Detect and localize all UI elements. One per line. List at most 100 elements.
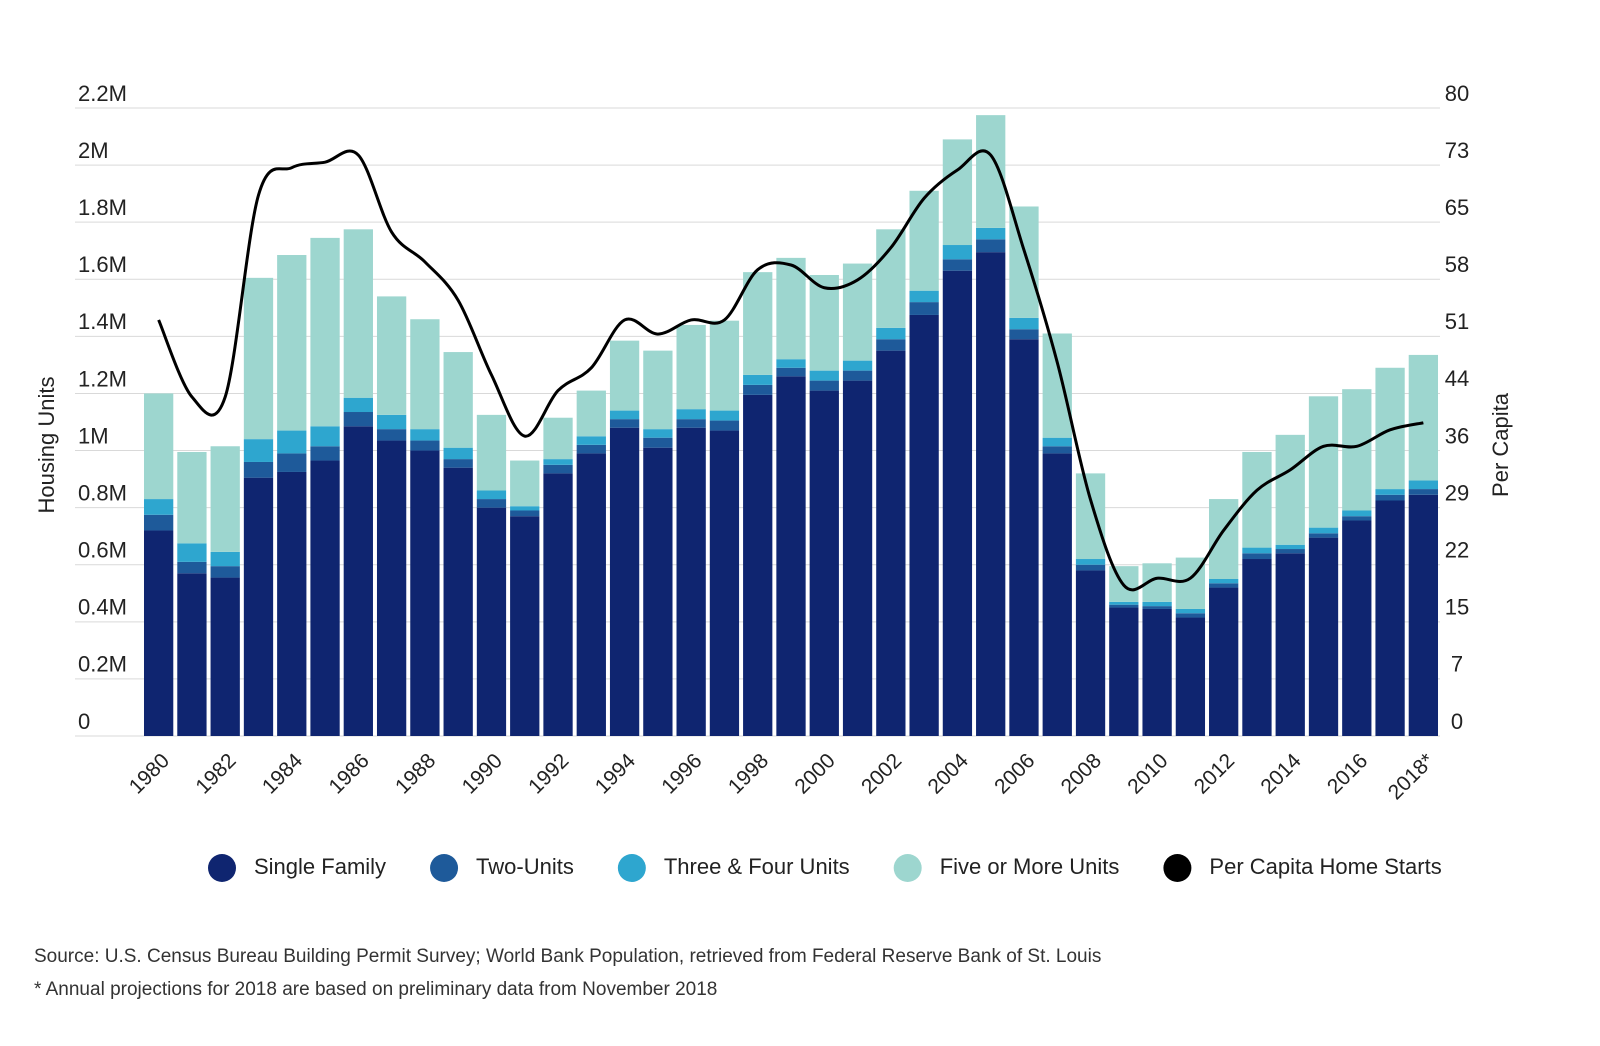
bar-segment (609, 427, 640, 736)
y2-tick-label: 15 (1445, 595, 1469, 620)
bar-segment (942, 139, 973, 246)
y-tick-label: 0.2M (78, 652, 127, 677)
bar-segment (1175, 617, 1206, 736)
bar-segment (143, 393, 174, 500)
footnote: * Annual projections for 2018 are based … (34, 979, 717, 1000)
bar-segment (210, 577, 240, 736)
bar-segment (243, 439, 274, 462)
bar-segment (410, 429, 440, 441)
bar-segment (443, 467, 473, 736)
bar-segment (1209, 583, 1239, 588)
bar-segment (1242, 553, 1272, 560)
bar-segment (1375, 489, 1405, 495)
bar-segment (676, 409, 706, 420)
bar-segment (443, 352, 473, 448)
legend-marker (617, 854, 646, 882)
legend-marker (208, 854, 236, 882)
bar-segment (842, 263, 873, 361)
bar-segment (676, 427, 706, 736)
bar-segment (643, 437, 673, 448)
bar-segment (143, 514, 174, 531)
y-tick-label: 1.2M (78, 366, 127, 391)
y2-tick-label: 36 (1445, 423, 1469, 448)
legend-label: Five or More Units (940, 854, 1120, 879)
bar-segment (1209, 499, 1239, 579)
bar-segment (1242, 547, 1272, 554)
bar-segment (1275, 544, 1305, 550)
bar-segment (143, 499, 174, 515)
bar-segment (576, 390, 606, 437)
legend-label: Two-Units (476, 854, 574, 879)
bar-segment (243, 461, 274, 478)
bar-segment (842, 360, 873, 371)
bar-segment (709, 420, 740, 431)
bar-segment (976, 227, 1006, 240)
bar-segment (743, 374, 773, 385)
y2-tick-label: 65 (1445, 195, 1469, 220)
bar-segment (343, 397, 373, 413)
bar-segment (709, 410, 740, 421)
legend-label: Per Capita Home Starts (1209, 854, 1441, 879)
source-note: Source: U.S. Census Bureau Building Perm… (34, 946, 1101, 967)
bar-segment (876, 327, 906, 340)
bar-segment (376, 296, 407, 415)
bar-segment (376, 429, 407, 441)
y-tick-label: 1M (78, 423, 109, 448)
bar-segment (1042, 446, 1072, 454)
bar-segment (476, 414, 507, 491)
bar-segment (1342, 510, 1372, 517)
bar-segment (1009, 329, 1039, 340)
bar-segment (609, 419, 640, 428)
bar-segment (277, 471, 307, 736)
bar-segment (876, 350, 906, 736)
bar-segment (909, 302, 939, 315)
bar-segment (177, 561, 207, 574)
bar-segment (676, 419, 706, 428)
bar-segment (1009, 317, 1039, 330)
y-tick-label: 0.6M (78, 538, 127, 563)
bar-segment (243, 277, 274, 440)
bar-segment (1308, 527, 1339, 534)
bar-segment (1308, 533, 1339, 538)
bar-segment (1075, 564, 1106, 571)
bar-segment (277, 453, 307, 472)
bar-segment (643, 429, 673, 438)
bar-segment (1109, 604, 1139, 608)
legend-label: Three & Four Units (664, 854, 850, 879)
bar-segment (277, 255, 307, 431)
bar-segment (343, 412, 373, 427)
bar-segment (576, 444, 606, 454)
bar-segment (1275, 553, 1305, 736)
bar-segment (976, 115, 1006, 228)
bar-segment (1109, 601, 1139, 605)
bar-segment (743, 272, 773, 375)
legend-marker (430, 854, 459, 882)
bar-segment (376, 414, 407, 430)
bar-segment (1075, 473, 1106, 560)
bar-segment (510, 506, 540, 511)
y2-tick-label: 7 (1451, 652, 1463, 677)
bar-segment (1408, 494, 1439, 736)
bar-segment (510, 516, 540, 736)
bar-segment (909, 290, 939, 303)
y-axis-title: Housing Units (34, 377, 59, 514)
bar-segment (476, 490, 507, 500)
bar-segment (776, 367, 806, 377)
bar-segment (1375, 494, 1405, 501)
bar-segment (876, 229, 906, 328)
bar-segment (210, 446, 240, 552)
bar-segment (676, 324, 706, 410)
bar-segment (1175, 608, 1206, 614)
bar-segment (343, 426, 373, 736)
bar-segment (1042, 333, 1072, 438)
bar-segment (143, 530, 174, 736)
y-tick-label: 1.6M (78, 252, 127, 277)
bar-segment (210, 566, 240, 578)
bar-segment (1408, 480, 1439, 490)
bar-segment (1275, 549, 1305, 554)
bar-segment (310, 460, 340, 736)
bar-segment (809, 380, 839, 391)
y-tick-label: 0 (78, 709, 90, 734)
bar-segment (177, 451, 207, 544)
